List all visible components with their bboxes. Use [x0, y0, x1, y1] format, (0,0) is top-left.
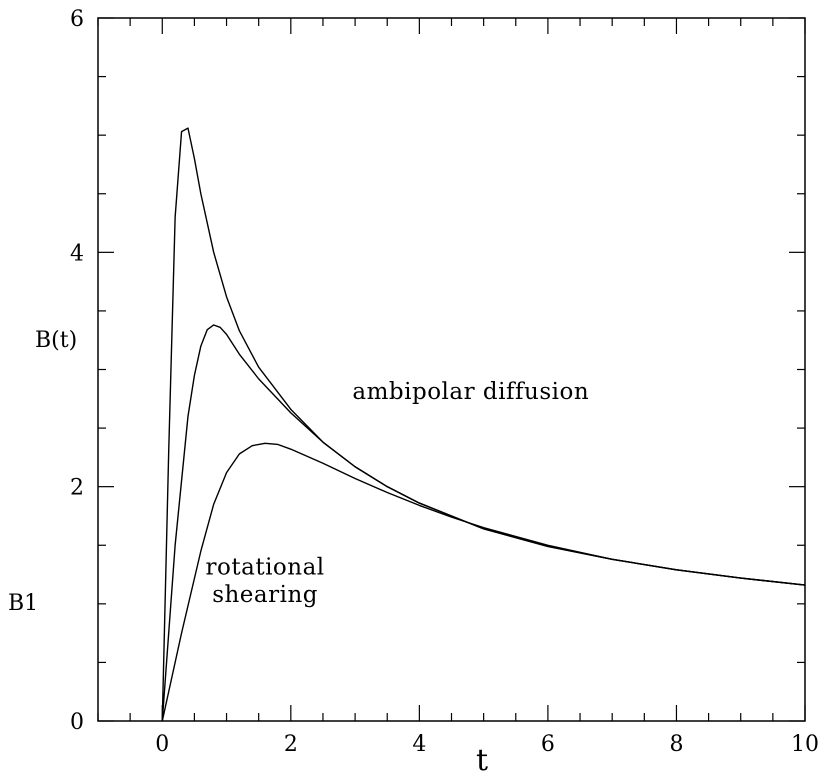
b1-label: B1: [8, 591, 38, 616]
x-tick-label-8: 8: [669, 732, 683, 757]
x-axis-label: t: [476, 743, 488, 776]
y-tick-label-6: 6: [70, 7, 84, 32]
x-tick-label-10: 10: [791, 732, 819, 757]
series-line-3: [161, 442, 806, 722]
annotation-ambipolar-diffusion: ambipolar diffusion: [352, 379, 589, 405]
y-tick-labels: 0 2 4 6: [70, 7, 84, 735]
annotation-line-ambipolar-1: ambipolar diffusion: [352, 379, 589, 405]
y-tick-label-4: 4: [70, 241, 84, 266]
series-line-1: [161, 127, 806, 722]
x-tick-label-6: 6: [541, 732, 555, 757]
series-layer: [161, 127, 806, 722]
minor-ticks: [97, 18, 805, 721]
annotation-rotational-shearing: rotational shearing: [206, 555, 325, 609]
annotation-line-rotational-1: rotational: [206, 555, 325, 581]
x-tick-label-4: 4: [412, 732, 426, 757]
y-tick-label-0: 0: [70, 710, 84, 735]
x-tick-label-0: 0: [155, 732, 169, 757]
plot-frame: [97, 17, 806, 722]
x-tick-labels: 0 2 4 6 8 10: [155, 732, 819, 757]
x-tick-label-2: 2: [284, 732, 298, 757]
major-ticks: [98, 17, 806, 722]
y-axis-label: B(t): [35, 328, 77, 353]
y-tick-label-2: 2: [70, 476, 84, 501]
annotation-line-rotational-2: shearing: [212, 582, 318, 608]
